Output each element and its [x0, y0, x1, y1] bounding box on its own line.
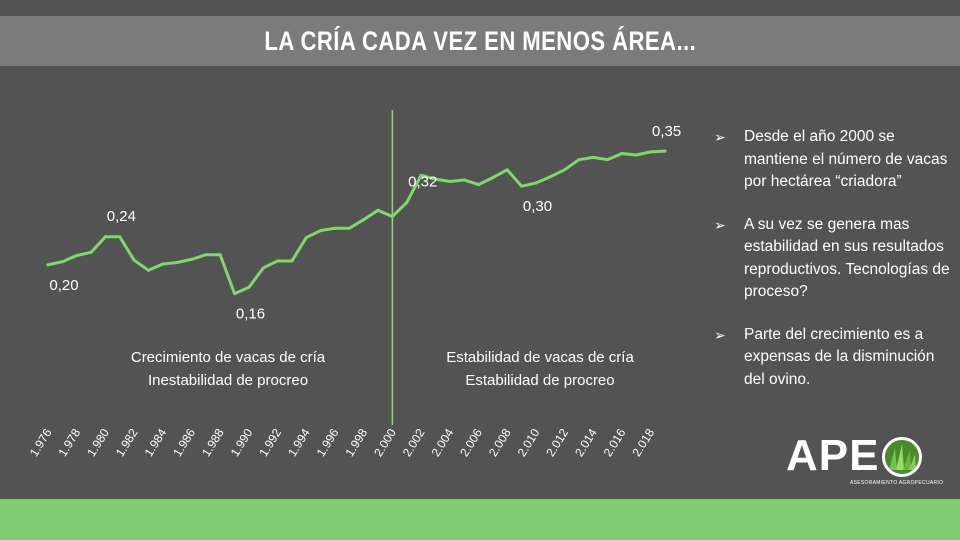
data-point [60, 260, 64, 264]
data-point [247, 285, 251, 289]
caption-left: Crecimiento de vacas de cría Inestabilid… [98, 346, 358, 392]
x-tick-label: 2.014 [572, 426, 600, 459]
x-tick-label: 2.012 [543, 426, 571, 459]
data-point [276, 259, 280, 263]
data-point [563, 168, 567, 172]
x-tick-label: 2.004 [429, 426, 457, 459]
data-point [433, 177, 437, 181]
x-tick-label: 1.984 [142, 426, 170, 459]
data-point [319, 229, 323, 233]
x-tick-label: 1.978 [55, 426, 83, 459]
caption-right-line-1: Estabilidad de vacas de cría [446, 349, 634, 366]
series-line [46, 149, 667, 296]
x-tick-label: 1.976 [27, 426, 55, 459]
data-point [161, 262, 165, 266]
data-point [46, 263, 50, 267]
x-tick-label: 1.982 [113, 426, 141, 459]
arrow-bullet-icon: ➢ [714, 326, 726, 343]
data-point [419, 173, 423, 177]
data-point [175, 261, 179, 265]
bullet-text-2: A su vez se genera mas estabilidad en su… [744, 215, 950, 301]
data-point [189, 257, 193, 261]
grass-circle-icon [882, 437, 922, 477]
x-tick-label: 2.010 [515, 426, 543, 459]
data-point [376, 208, 380, 212]
data-point [103, 235, 107, 239]
x-tick-label: 2.016 [601, 426, 629, 459]
data-point [663, 149, 667, 153]
data-point [89, 250, 93, 254]
data-point [520, 184, 524, 188]
data-point [261, 266, 265, 270]
data-point [290, 259, 294, 263]
data-point [304, 236, 308, 240]
logo-subtitle: ASESORAMIENTO AGROPECUARIO [850, 480, 944, 486]
x-tick-label: 1.980 [84, 426, 112, 459]
data-point [491, 176, 495, 180]
data-label: 0,20 [49, 277, 78, 294]
x-tick-label: 1.998 [342, 426, 370, 459]
data-point [405, 201, 409, 205]
caption-left-line-2: Inestabilidad de procreo [147, 372, 309, 389]
bullet-item: ➢ Desde el año 2000 se mantiene el númer… [712, 126, 952, 194]
data-point [204, 253, 208, 257]
data-point [218, 253, 222, 257]
arrow-bullet-icon: ➢ [714, 129, 726, 145]
caption-right-line-2: Estabilidad de procreo [465, 372, 615, 389]
logo-text: APE [786, 431, 880, 480]
data-point [333, 226, 337, 230]
bullet-text-1: Desde el año 2000 se mantiene el número … [744, 128, 948, 190]
data-point [505, 168, 509, 172]
data-label: 0,32 [408, 174, 437, 191]
data-point [390, 215, 394, 219]
bullet-text-3: Parte del crecimiento es a expensas de l… [744, 325, 935, 388]
data-point [591, 155, 595, 159]
data-point [620, 151, 624, 155]
data-point [448, 179, 452, 183]
x-tick-label: 1.990 [228, 426, 256, 459]
data-point [606, 158, 610, 162]
bullet-item: ➢ A su vez se genera mas estabilidad en … [712, 214, 952, 304]
x-tick-label: 2.006 [457, 426, 485, 459]
bullet-item: ➢ Parte del crecimiento es a expensas de… [712, 324, 952, 392]
x-tick-label: 1.988 [199, 426, 227, 459]
caption-right: Estabilidad de vacas de cría Estabilidad… [410, 346, 670, 392]
data-point [75, 253, 79, 257]
data-point [548, 175, 552, 179]
data-point [462, 178, 466, 182]
x-tick-label: 2.000 [371, 426, 399, 459]
footer-band [0, 499, 960, 540]
page-title: LA CRÍA CADA VEZ EN MENOS ÁREA... [264, 25, 696, 56]
data-point [476, 183, 480, 187]
x-tick-label: 2.002 [400, 426, 428, 459]
data-label: 0,30 [523, 198, 552, 215]
x-tick-label: 1.986 [170, 426, 198, 459]
caption-left-line-1: Crecimiento de vacas de cría [130, 349, 326, 366]
x-tick-label: 2.018 [629, 426, 657, 459]
data-point [649, 150, 653, 154]
ape-logo: APE ASESORAMIENTO AGROPECUARIO [782, 431, 943, 492]
x-tick-label: 1.992 [256, 426, 284, 459]
data-point [534, 181, 538, 185]
data-point [634, 153, 638, 157]
x-tick-label: 1.996 [314, 426, 342, 459]
data-point [362, 218, 366, 222]
bullet-list: ➢ Desde el año 2000 se mantiene el númer… [712, 126, 952, 411]
data-point [577, 158, 581, 162]
arrow-bullet-icon: ➢ [714, 216, 726, 233]
data-point [233, 292, 237, 296]
data-label: 0,16 [236, 306, 265, 323]
data-point [118, 235, 122, 239]
data-point [146, 268, 150, 272]
x-tick-label: 2.008 [486, 426, 514, 459]
x-tick-label: 1.994 [285, 426, 313, 459]
title-band: LA CRÍA CADA VEZ EN MENOS ÁREA... [0, 16, 960, 66]
data-label: 0,35 [652, 123, 681, 140]
data-label: 0,24 [107, 208, 136, 225]
data-point [132, 258, 136, 262]
data-point [347, 226, 351, 230]
